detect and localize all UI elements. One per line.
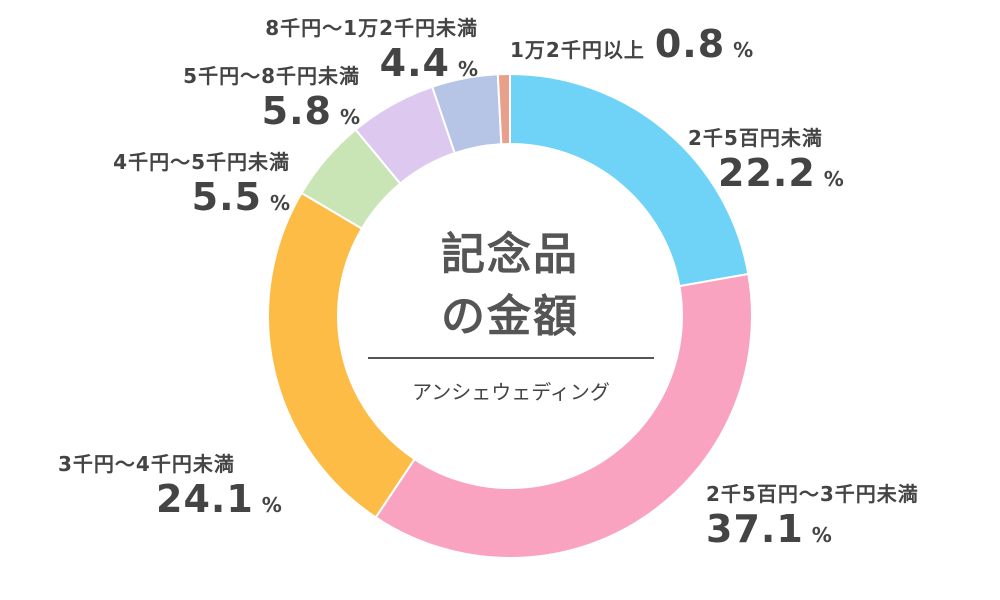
chart-title-line-1: 記念品 xyxy=(441,229,579,280)
slice-value-5: 4.4 xyxy=(379,41,450,85)
slice-value-4: 5.8 xyxy=(261,89,332,133)
chart-title-line-2: の金額 xyxy=(441,291,579,342)
slice-label-1: 2千5百円〜3千円未満 37.1% xyxy=(706,478,919,551)
donut-slice-1 xyxy=(374,272,753,559)
donut-slice-6 xyxy=(496,72,511,146)
slice-name-1: 2千5百円〜3千円未満 xyxy=(706,482,919,506)
slice-name-3: 4千円〜5千円未満 xyxy=(113,150,290,174)
slice-name-0: 2千5百円未満 xyxy=(688,126,823,150)
slice-value-3: 5.5 xyxy=(191,175,262,219)
slice-unit-4: % xyxy=(339,105,360,129)
chart-title: 記念品 の金額 xyxy=(410,224,610,348)
slice-label-4: 5千円〜8千円未満 5.8% xyxy=(183,60,360,133)
slice-name-4: 5千円〜8千円未満 xyxy=(183,64,360,88)
slice-name-6: 1万2千円以上 xyxy=(510,38,645,62)
slice-value-2: 24.1 xyxy=(156,477,254,521)
slice-value-1: 37.1 xyxy=(706,507,804,551)
slice-label-0: 2千5百円未満 22.2% xyxy=(688,122,844,195)
slice-name-5: 8千円〜1万2千円未満 xyxy=(265,16,478,40)
slice-unit-1: % xyxy=(811,523,832,547)
title-divider xyxy=(368,357,654,359)
slice-value-6: 0.8 xyxy=(654,22,726,66)
slice-label-5: 8千円〜1万2千円未満 4.4% xyxy=(265,12,478,85)
slice-value-0: 22.2 xyxy=(718,151,816,195)
chart-subtitle: アンシェウェディング xyxy=(412,380,610,404)
slice-label-3: 4千円〜5千円未満 5.5% xyxy=(113,146,290,219)
slice-unit-2: % xyxy=(261,493,282,517)
slice-unit-5: % xyxy=(457,57,478,81)
slice-name-2: 3千円〜4千円未満 xyxy=(58,452,235,476)
slice-unit-0: % xyxy=(823,167,844,191)
slice-unit-6: % xyxy=(733,38,754,62)
slice-label-2: 3千円〜4千円未満 24.1% xyxy=(58,448,282,521)
donut-slice-2 xyxy=(267,191,416,519)
slice-unit-3: % xyxy=(269,191,290,215)
slice-label-6: 1万2千円以上 0.8% xyxy=(510,22,753,66)
donut-slice-0 xyxy=(509,72,750,288)
